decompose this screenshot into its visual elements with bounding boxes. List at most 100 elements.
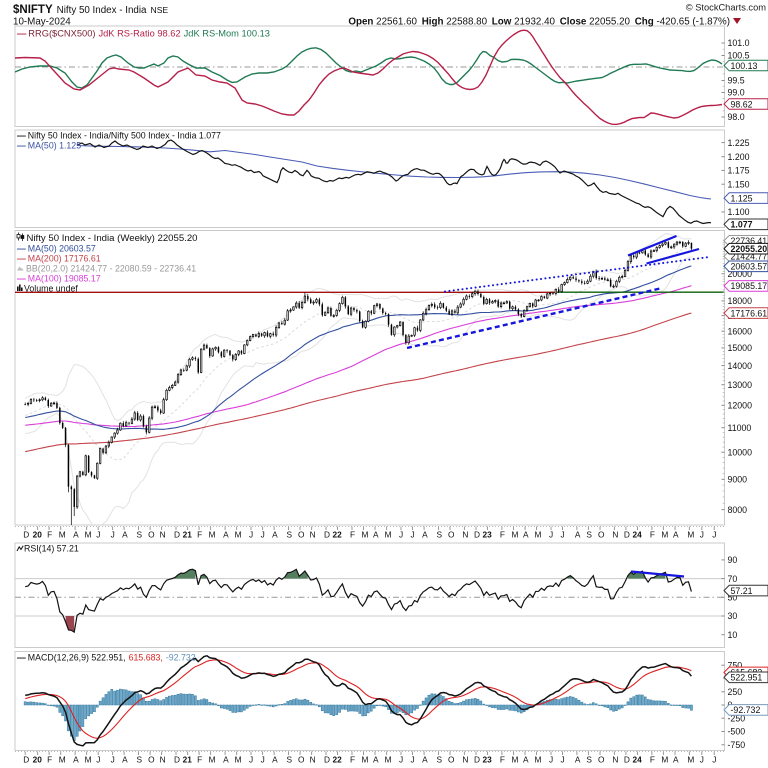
svg-text:-92.732: -92.732 xyxy=(731,705,761,715)
svg-text:© StockCharts.com: © StockCharts.com xyxy=(686,3,766,13)
svg-text:A: A xyxy=(422,755,428,765)
svg-text:10000: 10000 xyxy=(728,447,753,457)
svg-text:A: A xyxy=(523,530,529,540)
svg-text:24: 24 xyxy=(633,530,643,540)
svg-text:N: N xyxy=(310,530,316,540)
svg-text:A: A xyxy=(122,530,128,540)
svg-text:A: A xyxy=(575,755,581,765)
svg-text:J: J xyxy=(261,530,265,540)
svg-text:F: F xyxy=(650,530,655,540)
svg-text:23: 23 xyxy=(483,755,493,765)
svg-text:1.175: 1.175 xyxy=(728,166,750,176)
svg-text:O: O xyxy=(298,530,305,540)
svg-text:98.62: 98.62 xyxy=(731,99,753,109)
svg-text:70: 70 xyxy=(728,574,738,584)
svg-text:F: F xyxy=(500,755,505,765)
svg-text:1.150: 1.150 xyxy=(728,179,750,189)
svg-text:A: A xyxy=(272,530,278,540)
svg-text:N: N xyxy=(160,755,166,765)
svg-text:522.951: 522.951 xyxy=(731,673,763,683)
svg-text:20: 20 xyxy=(33,530,43,540)
svg-text:A: A xyxy=(223,755,229,765)
svg-text:O: O xyxy=(148,530,155,540)
svg-text:1.200: 1.200 xyxy=(728,152,750,162)
svg-text:30: 30 xyxy=(728,611,738,621)
svg-text:O: O xyxy=(298,755,305,765)
svg-text:A: A xyxy=(373,755,379,765)
svg-text:N: N xyxy=(310,755,316,765)
svg-text:M: M xyxy=(512,755,519,765)
svg-text:Volume undef: Volume undef xyxy=(24,284,78,294)
svg-text:N: N xyxy=(160,530,166,540)
svg-text:N: N xyxy=(462,755,468,765)
svg-text:F: F xyxy=(350,755,355,765)
svg-text:J: J xyxy=(549,755,553,765)
svg-text:A: A xyxy=(575,530,581,540)
svg-text:99.5: 99.5 xyxy=(728,76,745,86)
svg-text:99.0: 99.0 xyxy=(728,88,745,98)
svg-text:M: M xyxy=(362,755,369,765)
svg-text:O: O xyxy=(598,755,605,765)
svg-text:J: J xyxy=(700,530,704,540)
svg-text:J: J xyxy=(399,755,403,765)
svg-text:A: A xyxy=(523,755,529,765)
svg-text:A: A xyxy=(673,755,679,765)
svg-text:9000: 9000 xyxy=(728,475,748,485)
svg-text:S: S xyxy=(287,530,293,540)
svg-text:21424.77: 21424.77 xyxy=(731,252,768,262)
svg-text:16000: 16000 xyxy=(728,326,753,336)
svg-text:J: J xyxy=(561,755,565,765)
svg-text:M: M xyxy=(385,530,392,540)
svg-text:15000: 15000 xyxy=(728,343,753,353)
svg-text:D: D xyxy=(624,530,630,540)
svg-text:—MA(50) 20603.57: — MA(50) 20603.57 xyxy=(17,244,96,254)
svg-text:10-May-2024: 10-May-2024 xyxy=(13,17,71,28)
svg-text:F: F xyxy=(350,530,355,540)
svg-text:O: O xyxy=(598,530,605,540)
svg-text:23: 23 xyxy=(483,530,493,540)
svg-text:A: A xyxy=(673,530,679,540)
svg-text:M: M xyxy=(59,530,66,540)
svg-text:20000: 20000 xyxy=(728,269,753,279)
svg-text:S: S xyxy=(137,755,143,765)
svg-text:J: J xyxy=(261,755,265,765)
svg-text:50: 50 xyxy=(728,593,738,603)
svg-text:J: J xyxy=(111,530,115,540)
svg-text:M: M xyxy=(85,755,92,765)
svg-text:Nifty 50 Index - India (Weekly: Nifty 50 Index - India (Weekly) 22055.20 xyxy=(27,233,198,244)
svg-text:20: 20 xyxy=(33,755,43,765)
svg-text:M: M xyxy=(661,530,668,540)
svg-text:22736.41: 22736.41 xyxy=(731,236,768,246)
svg-text:M: M xyxy=(687,755,694,765)
svg-text:750: 750 xyxy=(728,661,743,671)
svg-text:D: D xyxy=(174,755,180,765)
svg-text:S: S xyxy=(437,755,443,765)
svg-text:—MA(100) 19085.17: — MA(100) 19085.17 xyxy=(17,274,101,284)
svg-text:S: S xyxy=(586,755,592,765)
svg-text:M: M xyxy=(235,530,242,540)
svg-text:F: F xyxy=(47,530,52,540)
svg-text:20603.57: 20603.57 xyxy=(731,262,768,272)
svg-text:N: N xyxy=(612,530,618,540)
svg-text:—Nifty 50 Index - India/Nifty: — Nifty 50 Index - India/Nifty 500 Index … xyxy=(17,131,221,141)
svg-text:J: J xyxy=(561,530,565,540)
svg-text:S: S xyxy=(586,530,592,540)
svg-text:D: D xyxy=(23,755,29,765)
svg-text:-750: -750 xyxy=(728,740,746,750)
svg-text:J: J xyxy=(249,755,253,765)
svg-text:M: M xyxy=(512,530,519,540)
svg-text:D: D xyxy=(174,530,180,540)
svg-text:F: F xyxy=(500,530,505,540)
svg-text:1.125: 1.125 xyxy=(731,193,753,203)
svg-text:M: M xyxy=(661,755,668,765)
svg-text:-250: -250 xyxy=(728,714,746,724)
svg-text:S: S xyxy=(437,530,443,540)
svg-text:8000: 8000 xyxy=(728,505,748,515)
svg-text:N: N xyxy=(462,530,468,540)
svg-text:F: F xyxy=(197,530,202,540)
svg-text:22: 22 xyxy=(333,530,343,540)
svg-text:J: J xyxy=(712,530,716,540)
svg-text:13000: 13000 xyxy=(728,380,753,390)
svg-text:11000: 11000 xyxy=(728,423,752,433)
svg-text:A: A xyxy=(223,530,229,540)
